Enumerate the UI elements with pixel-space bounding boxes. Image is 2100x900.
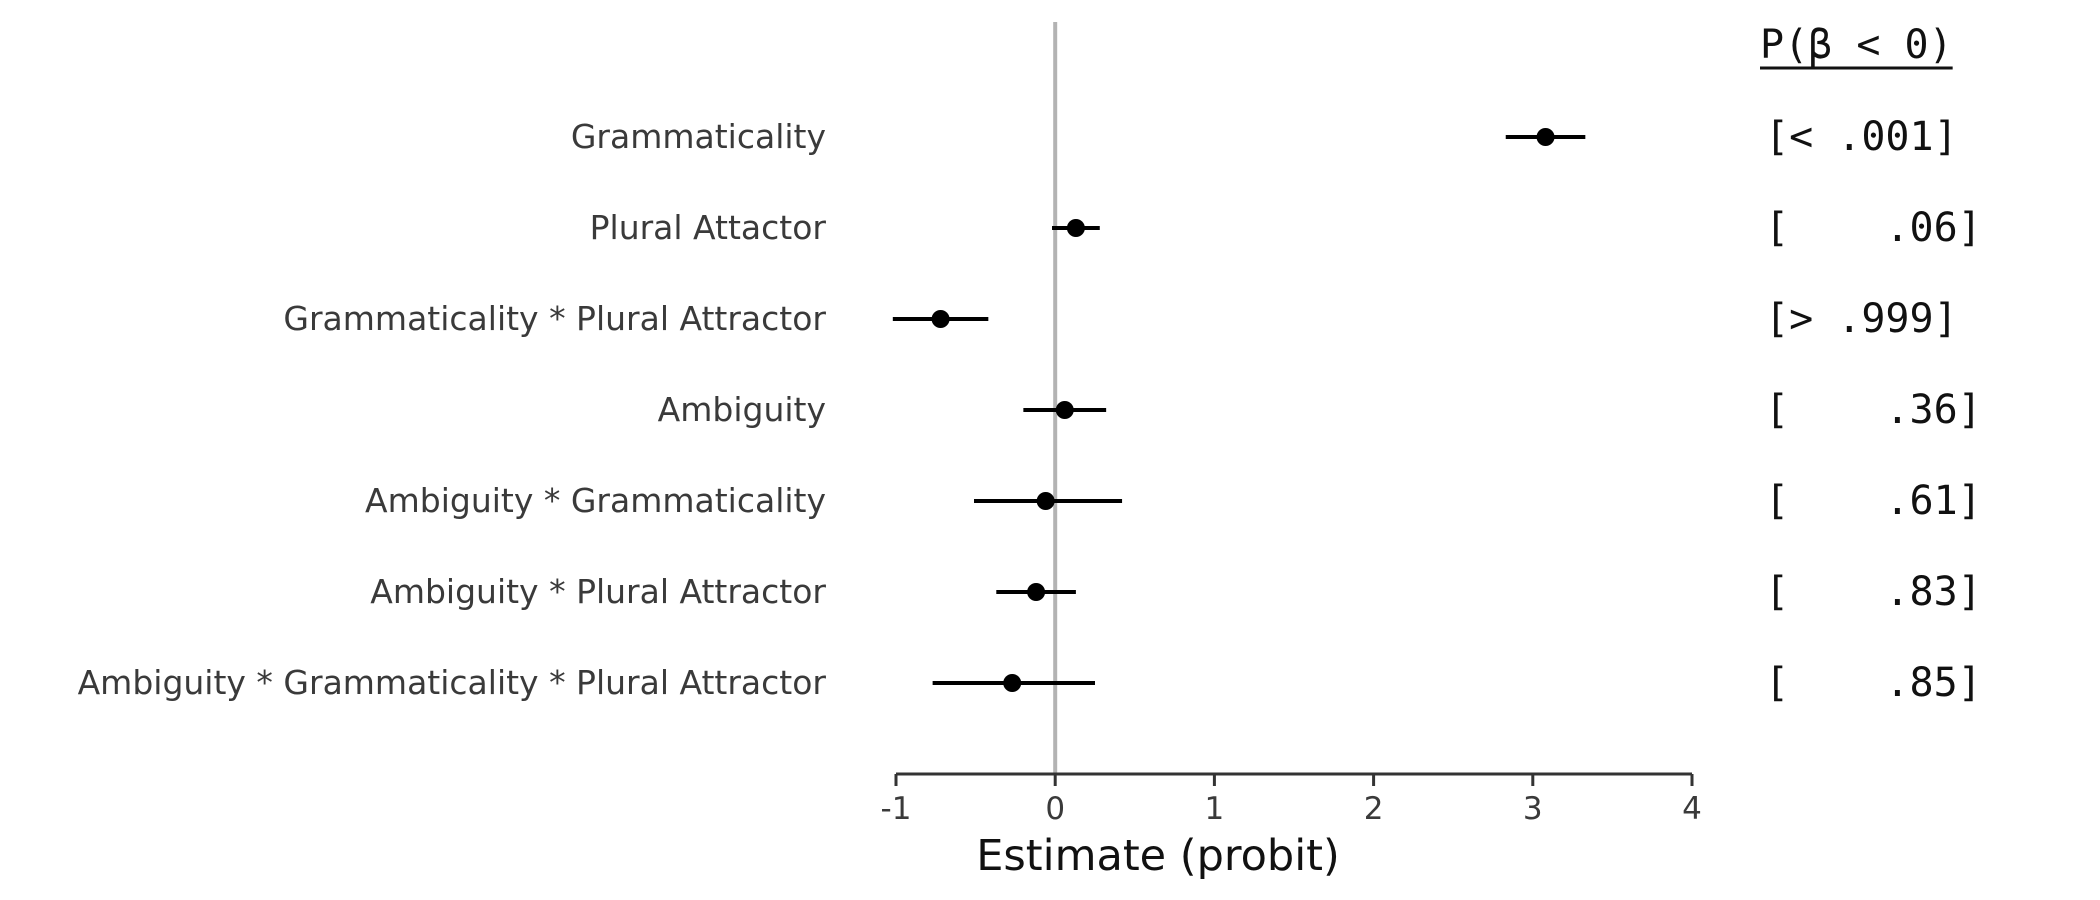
prob-value: [ .36] [1765,387,1982,433]
row-label: Ambiguity * Grammaticality [365,481,826,520]
row-label: Plural Attactor [590,208,827,247]
x-axis: -1 0 1 2 3 4 [881,772,1702,827]
estimate-point [1027,583,1046,601]
prob-value: [< .001] [1765,114,1958,160]
x-tick-label: 2 [1364,791,1384,827]
x-tick-label: 1 [1205,791,1225,827]
estimate-point [1536,128,1555,146]
estimate-point [1036,492,1055,510]
row-label: Ambiguity * Grammaticality * Plural Attr… [78,663,827,702]
row-label: Grammaticality * Plural Attractor [283,299,826,338]
estimate-point [1003,674,1022,692]
prob-value: [ .06] [1765,205,1982,251]
coefficient-rows: Grammaticality Plural Attactor Grammatical… [78,117,1586,702]
estimate-point [1066,219,1085,237]
prob-value: [ .83] [1765,569,1982,615]
prob-value: [ .85] [1765,660,1982,706]
row-label: Ambiguity * Plural Attractor [370,572,826,611]
x-tick-label: 0 [1045,791,1065,827]
probability-column: P(β < 0) [< .001] [ .06] [> .999] [ .36] [ .… [1760,22,1982,706]
prob-value: [> .999] [1765,296,1958,342]
prob-value: [ .61] [1765,478,1982,524]
x-tick-label: -1 [881,791,912,827]
estimate-point [1055,401,1074,419]
x-axis-title: Estimate (probit) [976,831,1340,881]
prob-header: P(β < 0) [1760,22,1953,68]
row-label: Ambiguity [658,390,826,429]
x-tick-label: 4 [1682,791,1702,827]
estimate-point [931,310,950,328]
row-label: Grammaticality [571,117,826,156]
x-tick-label: 3 [1523,791,1543,827]
